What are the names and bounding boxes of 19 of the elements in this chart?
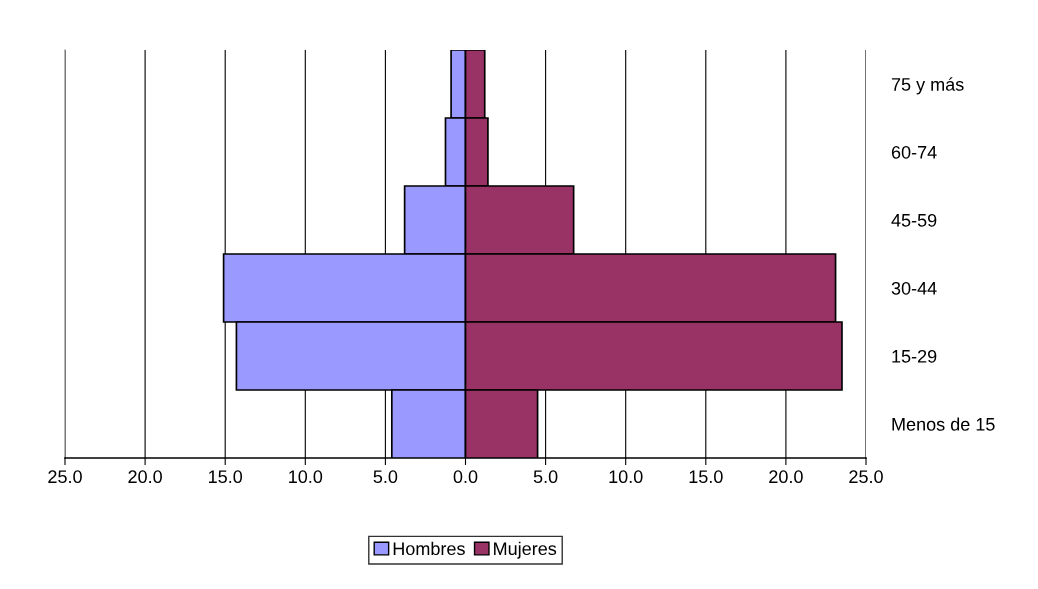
y-tick-label: 15-29 [892,349,937,363]
x-tick-label: 10.0 [289,470,323,484]
x-tick-label: 5.0 [373,470,398,484]
y-tick-label: 45-59 [891,213,937,227]
x-tick-label: 25.0 [849,470,883,484]
legend-label: Hombres [393,541,465,556]
x-tick-label: 5.0 [533,470,558,484]
x-tick-label: 20.0 [128,470,162,484]
x-tick-label: 15.0 [209,470,243,484]
x-tick-label: 20.0 [769,470,803,484]
x-tick-label: 10.0 [609,470,643,484]
y-tick-label: 75 y más [891,77,964,95]
x-tick-label: 25.0 [48,470,82,484]
y-tick-label: Menos de 15 [892,417,995,431]
x-tick-label: 0.0 [453,470,478,484]
y-tick-label: 30-44 [891,281,937,295]
legend-label: Mujeres [494,541,557,559]
y-tick-label: 60-74 [891,145,937,159]
x-tick-label: 15.0 [689,470,723,484]
